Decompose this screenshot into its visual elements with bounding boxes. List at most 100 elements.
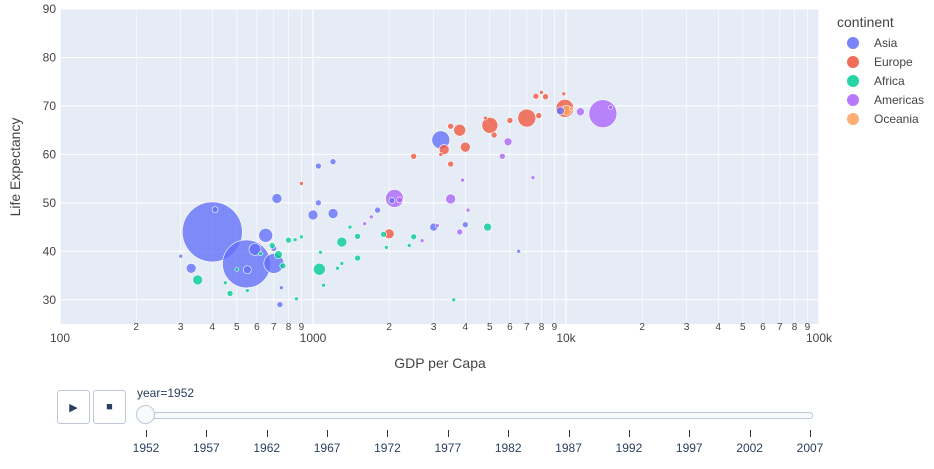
bubble-europe[interactable] [453,123,466,137]
bubble-asia[interactable] [243,265,252,275]
bubble-europe[interactable] [506,117,514,124]
slider-step-1972[interactable]: 1972 [374,441,401,455]
bubble-americas[interactable] [445,193,456,205]
bubble-africa[interactable] [192,274,203,286]
bubble-africa[interactable] [336,236,348,248]
bubble-asia[interactable] [374,206,381,214]
bubble-africa[interactable] [451,297,457,303]
bubble-europe[interactable] [299,181,304,186]
bubble-africa[interactable] [339,261,345,266]
bubble-africa[interactable] [268,242,276,249]
bubble-americas[interactable] [498,153,506,160]
bubble-americas[interactable] [503,137,513,147]
bubble-africa[interactable] [321,282,326,288]
bubble-asia[interactable] [178,253,184,259]
bubble-americas[interactable] [465,207,471,213]
slider-step-1957[interactable]: 1957 [193,441,220,455]
bubble-asia[interactable] [327,208,339,219]
stop-button[interactable]: ■ [93,390,126,424]
bubble-asia[interactable] [462,221,469,228]
bubble-americas[interactable] [419,238,425,243]
bubble-europe[interactable] [517,108,537,128]
bubble-africa[interactable] [483,222,492,232]
bubble-americas[interactable] [588,99,618,128]
bubble-africa[interactable] [410,233,417,241]
bubble-asia[interactable] [271,193,283,204]
bubble-europe[interactable] [447,160,454,168]
bubble-europe[interactable] [460,141,471,153]
legend-item-africa[interactable]: Africa [874,74,905,88]
legend-item-oceania[interactable]: Oceania [874,112,919,126]
bubble-oceania[interactable] [569,106,574,112]
bubble-europe[interactable] [481,117,499,134]
bubble-africa[interactable] [245,288,250,293]
bubble-asia[interactable] [248,243,262,256]
slider-step-1952[interactable]: 1952 [132,441,160,455]
bubble-asia[interactable] [258,228,273,243]
bubble-asia[interactable] [516,249,521,254]
bubble-europe[interactable] [542,93,549,101]
year-slider-handle[interactable] [136,405,155,424]
bubble-europe[interactable] [539,90,544,95]
bubble-europe[interactable] [483,115,488,121]
bubble-europe[interactable] [438,152,444,157]
bubble-asia[interactable] [388,197,396,204]
bubble-africa[interactable] [292,237,298,242]
bubble-americas[interactable] [460,177,465,183]
bubble-africa[interactable] [258,251,263,257]
slider-step-2002[interactable]: 2002 [736,441,763,455]
bubble-asia[interactable] [222,239,271,289]
bubble-africa[interactable] [384,245,389,250]
bubble-europe[interactable] [532,92,540,100]
bubble-africa[interactable] [294,296,299,302]
legend-item-americas[interactable]: Americas [874,93,924,107]
bubble-asia[interactable] [182,201,243,263]
bubble-africa[interactable] [318,249,323,255]
bubble-europe[interactable] [410,153,417,160]
bubble-europe[interactable] [438,144,450,155]
bubble-asia[interactable] [315,162,322,170]
bubble-asia[interactable] [315,199,322,207]
bubble-asia[interactable] [211,206,219,213]
bubble-asia[interactable] [329,158,337,165]
bubble-americas[interactable] [362,221,367,226]
bubble-americas[interactable] [456,228,463,236]
slider-step-1992[interactable]: 1992 [615,441,643,455]
slider-step-1982[interactable]: 1982 [494,441,522,455]
bubble-americas[interactable] [530,175,536,180]
year-slider-track[interactable] [146,412,813,419]
bubble-africa[interactable] [354,254,361,262]
bubble-americas[interactable] [608,105,613,110]
bubble-europe[interactable] [447,122,454,130]
bubble-europe[interactable] [535,112,542,119]
legend-item-europe[interactable]: Europe [874,55,913,69]
bubble-africa[interactable] [380,231,387,238]
slider-step-1962[interactable]: 1962 [253,441,281,455]
bubble-americas[interactable] [435,223,440,228]
bubble-asia[interactable] [307,209,319,221]
bubble-asia[interactable] [279,285,284,290]
bubble-europe[interactable] [561,91,567,97]
slider-step-1977[interactable]: 1977 [434,441,462,455]
bubble-americas[interactable] [396,196,403,204]
slider-step-1987[interactable]: 1987 [555,441,582,455]
slider-step-1997[interactable]: 1997 [675,441,703,455]
bubble-europe[interactable] [490,131,498,139]
bubble-africa[interactable] [234,266,240,272]
bubble-americas[interactable] [369,214,374,220]
bubble-americas[interactable] [576,107,585,117]
bubble-africa[interactable] [354,232,361,240]
slider-step-1967[interactable]: 1967 [313,441,341,455]
bubble-africa[interactable] [226,290,234,297]
legend-item-asia[interactable]: Asia [874,36,898,50]
slider-step-2007[interactable]: 2007 [796,441,824,455]
bubble-africa[interactable] [279,262,287,270]
play-button[interactable]: ▶ [57,390,90,424]
bubble-africa[interactable] [285,236,292,244]
bubble-asia[interactable] [556,106,565,116]
bubble-africa[interactable] [335,265,340,271]
bubble-africa[interactable] [406,243,412,248]
bubble-asia[interactable] [276,301,284,308]
bubble-africa[interactable] [299,234,304,240]
bubble-asia[interactable] [185,262,197,274]
